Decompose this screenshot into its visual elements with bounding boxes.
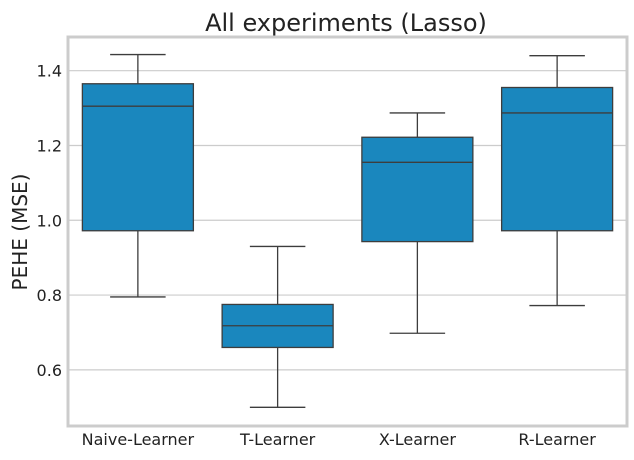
box-x-learner — [361, 112, 474, 334]
chart-title: All experiments (Lasso) — [205, 9, 487, 37]
x-tick-label: X-Learner — [379, 430, 457, 449]
tick-labels: 0.6 0.8 1.0 1.2 1.4 Naive-Learner T-Learner X-L… — [37, 62, 597, 449]
x-tick-label: T-Learner — [239, 430, 316, 449]
y-tick-label: 1.2 — [37, 136, 62, 155]
iqr-box — [500, 86, 614, 232]
y-tick-label: 1.4 — [37, 62, 62, 81]
x-tick-label: Naive-Learner — [82, 430, 195, 449]
iqr-box — [361, 136, 474, 243]
y-axis-label: PEHE (MSE) — [8, 174, 32, 291]
box-t-learner — [221, 245, 334, 408]
y-tick-label: 0.6 — [37, 361, 62, 380]
x-tick-label: R-Learner — [518, 430, 596, 449]
y-tick-label: 1.0 — [37, 211, 62, 230]
boxes — [81, 53, 614, 408]
plot-frame — [66, 35, 629, 428]
iqr-box — [81, 83, 195, 232]
y-tick-label: 0.8 — [37, 286, 62, 305]
box-r-learner — [500, 55, 614, 307]
box-naive-learner — [81, 53, 195, 298]
